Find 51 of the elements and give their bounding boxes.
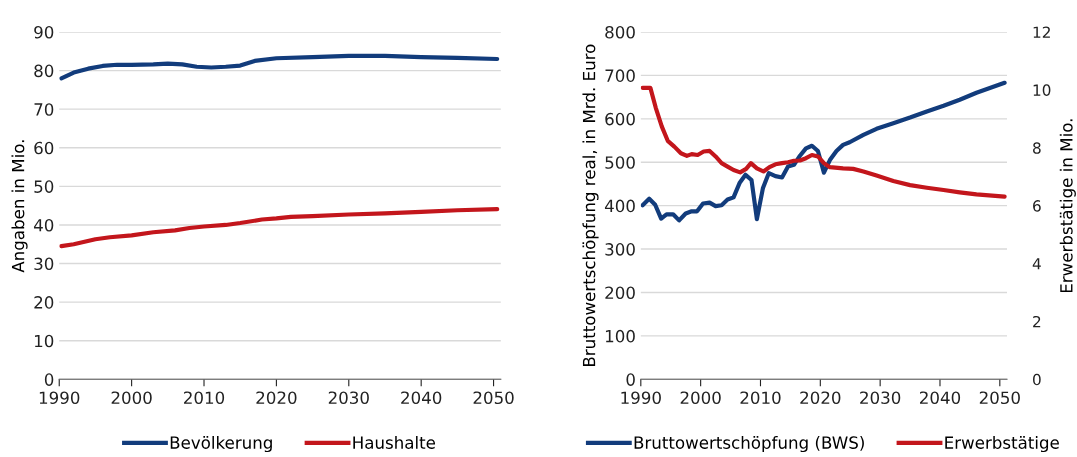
y-tick-label: 600 [605, 112, 635, 126]
y-tick-label: 10 [35, 334, 54, 348]
y-tick-label: 700 [605, 69, 635, 82]
x-tick-label: 2000 [680, 391, 721, 405]
line-series [59, 53, 500, 81]
x-tick-label: 2010 [184, 391, 225, 405]
y-tick-label: 40 [33, 218, 54, 232]
y-tick-label: 90 [34, 25, 54, 39]
y-tick-label: 800 [605, 25, 635, 39]
legend-label: Erwerbstätige [945, 435, 1059, 453]
y-axis-title: Angaben in Mio. [11, 140, 28, 273]
x-tick-label: 1990 [39, 391, 80, 405]
y-tick-label: 0 [626, 373, 635, 386]
legend-label: Bevölkerung [170, 435, 272, 453]
y-tick-label: 70 [34, 103, 54, 116]
y-tick-label: 100 [605, 329, 635, 343]
x-tick-label: 2030 [860, 391, 901, 405]
y2-tick-label: 2 [1033, 315, 1041, 328]
legend-label: Bruttowertschöpfung (BWS) [634, 435, 864, 453]
y2-tick-label: 4 [1032, 258, 1041, 270]
y-tick-label: 0 [44, 373, 54, 386]
x-tick-label: 2020 [800, 391, 841, 405]
y-tick-label: 200 [605, 286, 635, 300]
line-series [640, 80, 1007, 223]
y2-tick-label: 6 [1033, 200, 1041, 212]
x-tick-label: 2040 [919, 391, 961, 405]
line-series [640, 85, 1007, 199]
y-tick-label: 60 [34, 141, 54, 155]
y2-tick-label: 0 [1033, 373, 1041, 386]
y-tick-label: 300 [605, 243, 635, 256]
x-tick-label: 2040 [401, 391, 442, 405]
y-tick-label: 400 [604, 199, 635, 213]
x-tick-label: 1990 [621, 391, 661, 405]
y-tick-label: 500 [605, 156, 635, 169]
y2-tick-label: 8 [1033, 142, 1041, 154]
y-tick-label: 50 [34, 180, 54, 193]
x-tick-label: 2000 [111, 391, 152, 405]
y2-tick-label: 10 [1033, 84, 1051, 96]
y-axis-title: Bruttowertschöpfung real, in Mrd. Euro [582, 44, 599, 367]
x-tick-label: 2020 [256, 391, 297, 405]
y2-tick-label: 12 [1033, 26, 1050, 38]
x-tick-label: 2010 [740, 391, 781, 405]
legend-label: Haushalte [353, 435, 436, 449]
x-tick-label: 2030 [328, 391, 369, 405]
y-tick-label: 20 [34, 296, 54, 309]
y-tick-label: 30 [34, 257, 54, 271]
y2-axis-title: Erwerbstätige in Mio. [1059, 119, 1076, 293]
y-tick-label: 80 [34, 64, 54, 78]
x-tick-label: 2050 [979, 391, 1020, 405]
line-series [59, 207, 500, 249]
x-tick-label: 2050 [473, 391, 514, 405]
